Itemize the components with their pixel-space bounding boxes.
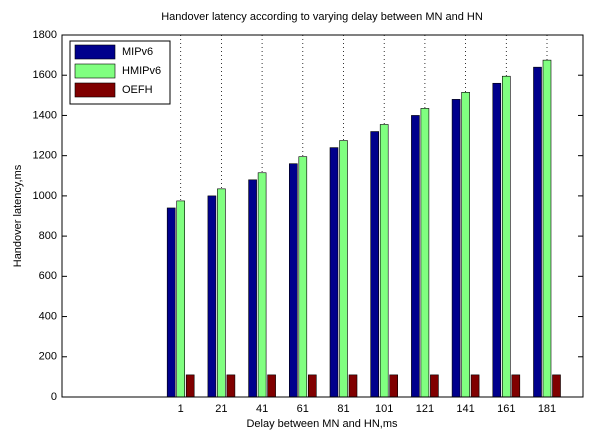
y-tick-label: 1000 — [33, 190, 57, 202]
y-tick-label: 200 — [39, 351, 57, 363]
x-tick-label: 81 — [337, 403, 349, 415]
bar — [370, 131, 380, 398]
bar — [217, 188, 226, 398]
bar — [329, 147, 339, 398]
bar — [501, 75, 511, 398]
bar — [389, 374, 399, 398]
bar — [552, 374, 561, 398]
legend-swatch — [74, 82, 116, 98]
bar — [430, 374, 439, 398]
x-tick-label: 141 — [456, 403, 474, 415]
y-tick-label: 1600 — [33, 69, 57, 81]
bar — [492, 82, 502, 398]
bar — [461, 92, 470, 398]
bar — [470, 374, 480, 398]
legend-swatch — [74, 63, 116, 79]
y-tick-label: 1800 — [33, 29, 57, 41]
x-axis-label: Delay between MN and HN,ms — [246, 418, 398, 430]
bar — [288, 163, 298, 398]
bar — [339, 140, 348, 398]
bar — [298, 156, 308, 398]
x-tick-label: 121 — [416, 403, 434, 415]
bar — [542, 59, 552, 398]
legend-label: MIPv6 — [122, 46, 153, 58]
bar — [511, 374, 521, 398]
x-tick-label: 1 — [178, 403, 184, 415]
axes-box — [61, 34, 584, 398]
x-tick-label: 41 — [256, 403, 268, 415]
y-tick-label: 0 — [51, 391, 57, 403]
bar — [226, 374, 236, 398]
y-tick-label: 1200 — [33, 150, 57, 162]
bar — [307, 374, 317, 398]
x-tick-label: 61 — [297, 403, 309, 415]
y-axis-label: Handover latency,ms — [12, 164, 24, 267]
y-tick-label: 800 — [39, 230, 57, 242]
legend-swatch — [74, 44, 116, 60]
y-tick-label: 600 — [39, 270, 57, 282]
legend-label: OEFH — [122, 84, 153, 96]
bar — [248, 179, 257, 398]
x-tick-label: 101 — [375, 403, 393, 415]
bar — [207, 195, 217, 398]
bar — [257, 172, 267, 398]
x-tick-label: 161 — [497, 403, 515, 415]
bar — [348, 374, 358, 398]
legend-label: HMIPv6 — [122, 65, 161, 77]
bar — [185, 374, 195, 398]
x-tick-label: 21 — [215, 403, 227, 415]
bar — [379, 124, 389, 398]
x-tick-label: 181 — [538, 403, 556, 415]
bar — [166, 207, 176, 398]
bar — [176, 200, 185, 398]
y-tick-label: 400 — [39, 310, 57, 322]
bar — [411, 115, 420, 398]
y-tick-label: 1400 — [33, 109, 57, 121]
bar — [267, 374, 276, 398]
bar — [533, 66, 542, 398]
chart-title: Handover latency according to varying de… — [161, 11, 483, 23]
bar — [451, 99, 461, 398]
bar — [420, 108, 430, 398]
